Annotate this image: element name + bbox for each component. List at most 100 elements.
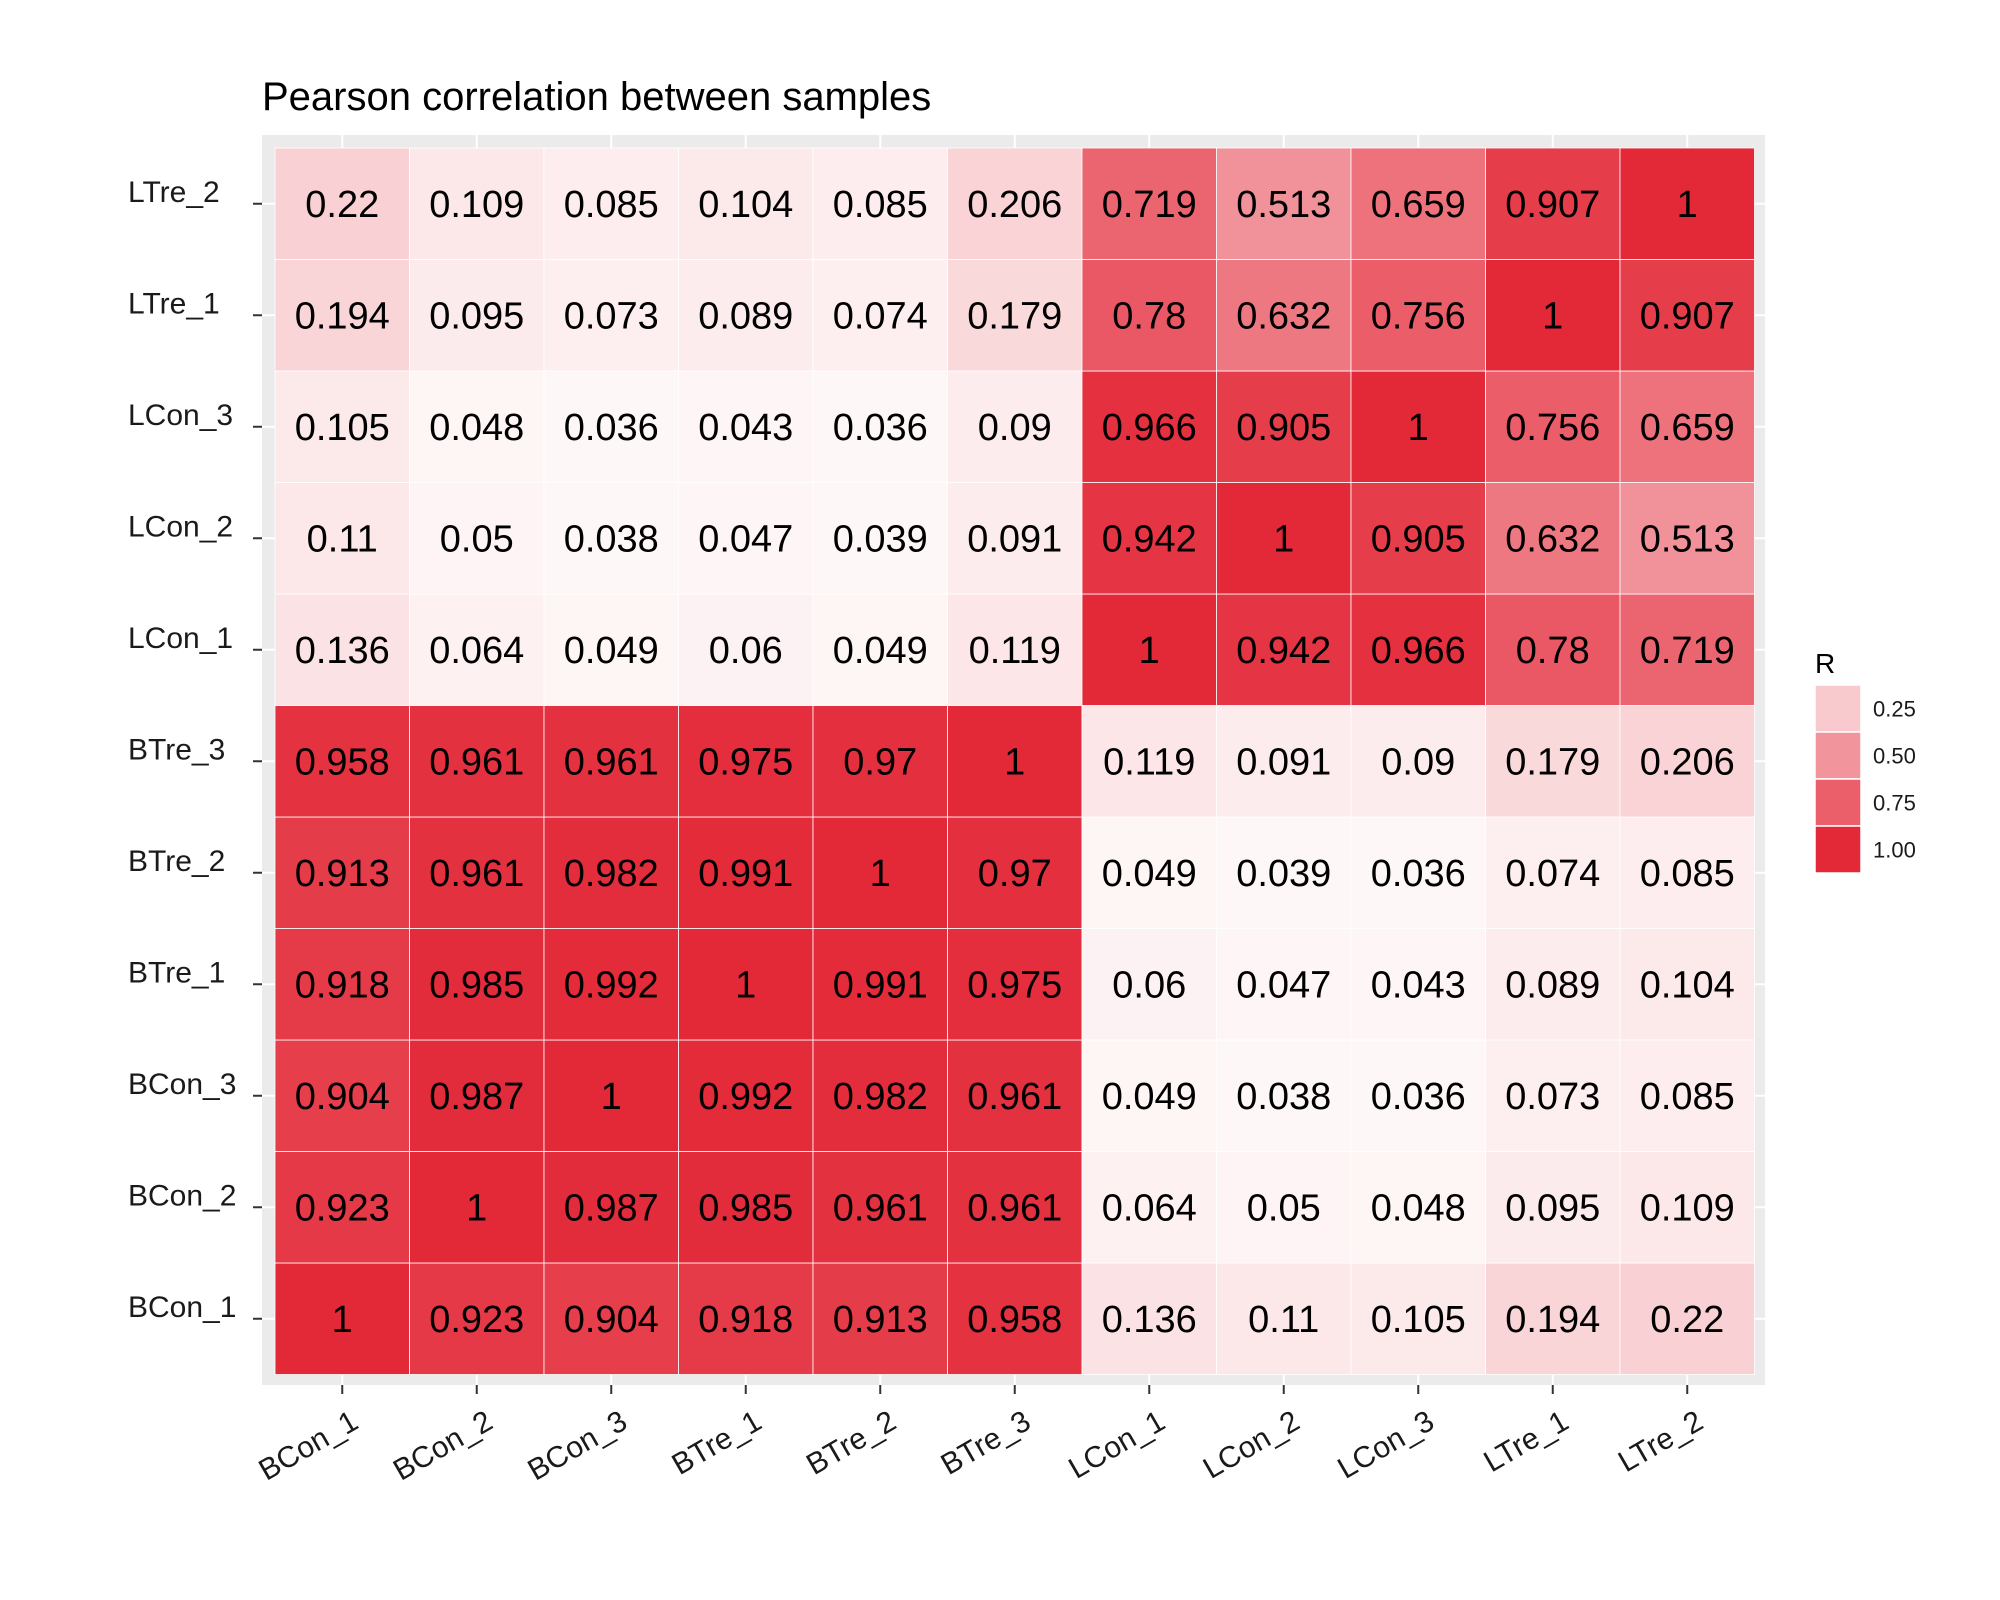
heatmap-cell bbox=[543, 816, 679, 929]
cell-value-label: 0.043 bbox=[1371, 964, 1466, 1006]
cell-value-label: 1 bbox=[1139, 630, 1160, 672]
cell-value-label: 0.049 bbox=[564, 630, 659, 672]
heatmap-cell bbox=[1485, 1039, 1621, 1152]
heatmap-cell bbox=[274, 593, 410, 706]
cell-value-label: 0.942 bbox=[1102, 518, 1197, 560]
heatmap-cell bbox=[1350, 370, 1486, 483]
legend-label: 0.25 bbox=[1873, 697, 1916, 722]
heatmap-cell bbox=[947, 370, 1083, 483]
cell-value-label: 0.06 bbox=[709, 630, 783, 672]
cell-value-label: 0.961 bbox=[967, 1076, 1062, 1118]
heatmap-cell bbox=[1081, 1151, 1217, 1264]
heatmap-cell bbox=[678, 1039, 814, 1152]
cell-value-label: 0.036 bbox=[564, 407, 659, 449]
cell-value-label: 0.961 bbox=[429, 853, 524, 895]
cell-value-label: 0.982 bbox=[564, 853, 659, 895]
cell-value-label: 0.049 bbox=[833, 630, 928, 672]
y-tick-label: LTre_1 bbox=[128, 287, 220, 320]
heatmap-cell bbox=[1485, 928, 1621, 1041]
cell-value-label: 0.047 bbox=[1236, 964, 1331, 1006]
cell-value-label: 0.985 bbox=[698, 1187, 793, 1229]
heatmap-cell bbox=[947, 1151, 1083, 1264]
heatmap-cell bbox=[947, 928, 1083, 1041]
cell-value-label: 0.632 bbox=[1236, 295, 1331, 337]
cell-value-label: 0.085 bbox=[1640, 853, 1735, 895]
heatmap-cell bbox=[812, 370, 948, 483]
heatmap-cell bbox=[1350, 482, 1486, 595]
cell-value-label: 0.905 bbox=[1371, 518, 1466, 560]
heatmap-cell bbox=[947, 816, 1083, 929]
heatmap-cell bbox=[274, 147, 410, 260]
legend-key bbox=[1814, 778, 1862, 827]
cell-value-label: 0.09 bbox=[978, 407, 1052, 449]
legend-key bbox=[1814, 731, 1862, 780]
cell-value-label: 0.091 bbox=[967, 518, 1062, 560]
heatmap-cell bbox=[1216, 259, 1352, 372]
cell-value-label: 0.982 bbox=[833, 1076, 928, 1118]
heatmap-cell bbox=[409, 259, 545, 372]
cell-value-label: 0.074 bbox=[833, 295, 928, 337]
heatmap-cell bbox=[678, 816, 814, 929]
heatmap-cell bbox=[1216, 705, 1352, 818]
heatmap-cell bbox=[1081, 1039, 1217, 1152]
y-tick-label: BTre_3 bbox=[128, 733, 225, 766]
heatmap-cell bbox=[274, 370, 410, 483]
cell-value-label: 0.987 bbox=[564, 1187, 659, 1229]
x-tick-label: LCon_1 bbox=[1063, 1404, 1171, 1485]
cell-value-label: 0.78 bbox=[1112, 295, 1186, 337]
heatmap-cell bbox=[274, 816, 410, 929]
heatmap-cell bbox=[274, 928, 410, 1041]
y-axis: BCon_1 BCon_2 BCon_3 BTre_1 BTre_2 BTre_3 LCon… bbox=[128, 176, 262, 1324]
y-tick-label: LCon_1 bbox=[128, 622, 233, 655]
heatmap-cell bbox=[1081, 147, 1217, 260]
cell-value-label: 1 bbox=[332, 1299, 353, 1341]
cell-value-label: 0.049 bbox=[1102, 1076, 1197, 1118]
heatmap-cell bbox=[1619, 593, 1755, 706]
y-tick-label: LTre_2 bbox=[128, 176, 220, 209]
cell-value-label: 0.918 bbox=[295, 964, 390, 1006]
legend-label: 0.50 bbox=[1873, 744, 1916, 769]
heatmap-cell bbox=[678, 593, 814, 706]
heatmap-cell bbox=[678, 147, 814, 260]
cell-value-label: 0.756 bbox=[1505, 407, 1600, 449]
heatmap-cell bbox=[678, 1151, 814, 1264]
x-tick-label: LTre_1 bbox=[1478, 1404, 1574, 1478]
heatmap-cell bbox=[812, 1039, 948, 1152]
cell-value-label: 0.966 bbox=[1102, 407, 1197, 449]
cell-value-label: 0.719 bbox=[1640, 630, 1735, 672]
cell-value-label: 0.048 bbox=[429, 407, 524, 449]
cell-value-label: 0.97 bbox=[978, 853, 1052, 895]
heatmap-cell bbox=[1081, 370, 1217, 483]
heatmap-cell bbox=[543, 370, 679, 483]
cell-value-label: 0.958 bbox=[967, 1299, 1062, 1341]
heatmap-cell bbox=[1350, 593, 1486, 706]
cell-value-label: 1 bbox=[466, 1187, 487, 1229]
cell-value-label: 0.78 bbox=[1516, 630, 1590, 672]
heatmap-cell bbox=[274, 1151, 410, 1264]
heatmap-cell bbox=[812, 1262, 948, 1375]
x-tick-label: BCon_1 bbox=[253, 1404, 363, 1487]
cell-value-label: 1 bbox=[601, 1076, 622, 1118]
cell-value-label: 0.039 bbox=[833, 518, 928, 560]
x-tick-label: BTre_1 bbox=[667, 1404, 768, 1481]
legend-label: 1.00 bbox=[1873, 838, 1916, 863]
heatmap-cell bbox=[1350, 928, 1486, 1041]
heatmap-cells: 1 0.923 0.904 0.918 0.913 0.958 0.136 0.11 0.105… bbox=[274, 147, 1755, 1375]
cell-value-label: 0.513 bbox=[1640, 518, 1735, 560]
legend-key bbox=[1814, 825, 1862, 874]
cell-value-label: 0.105 bbox=[295, 407, 390, 449]
heatmap-cell bbox=[1216, 147, 1352, 260]
y-tick-label: BCon_3 bbox=[128, 1068, 236, 1101]
heatmap-cell bbox=[812, 816, 948, 929]
cell-value-label: 0.904 bbox=[564, 1299, 659, 1341]
cell-value-label: 0.038 bbox=[564, 518, 659, 560]
heatmap-cell bbox=[1619, 482, 1755, 595]
heatmap-cell bbox=[543, 705, 679, 818]
cell-value-label: 0.513 bbox=[1236, 184, 1331, 226]
cell-value-label: 0.22 bbox=[305, 184, 379, 226]
cell-value-label: 0.958 bbox=[295, 741, 390, 783]
heatmap-cell bbox=[812, 705, 948, 818]
heatmap-cell bbox=[409, 1039, 545, 1152]
heatmap-cell bbox=[947, 593, 1083, 706]
